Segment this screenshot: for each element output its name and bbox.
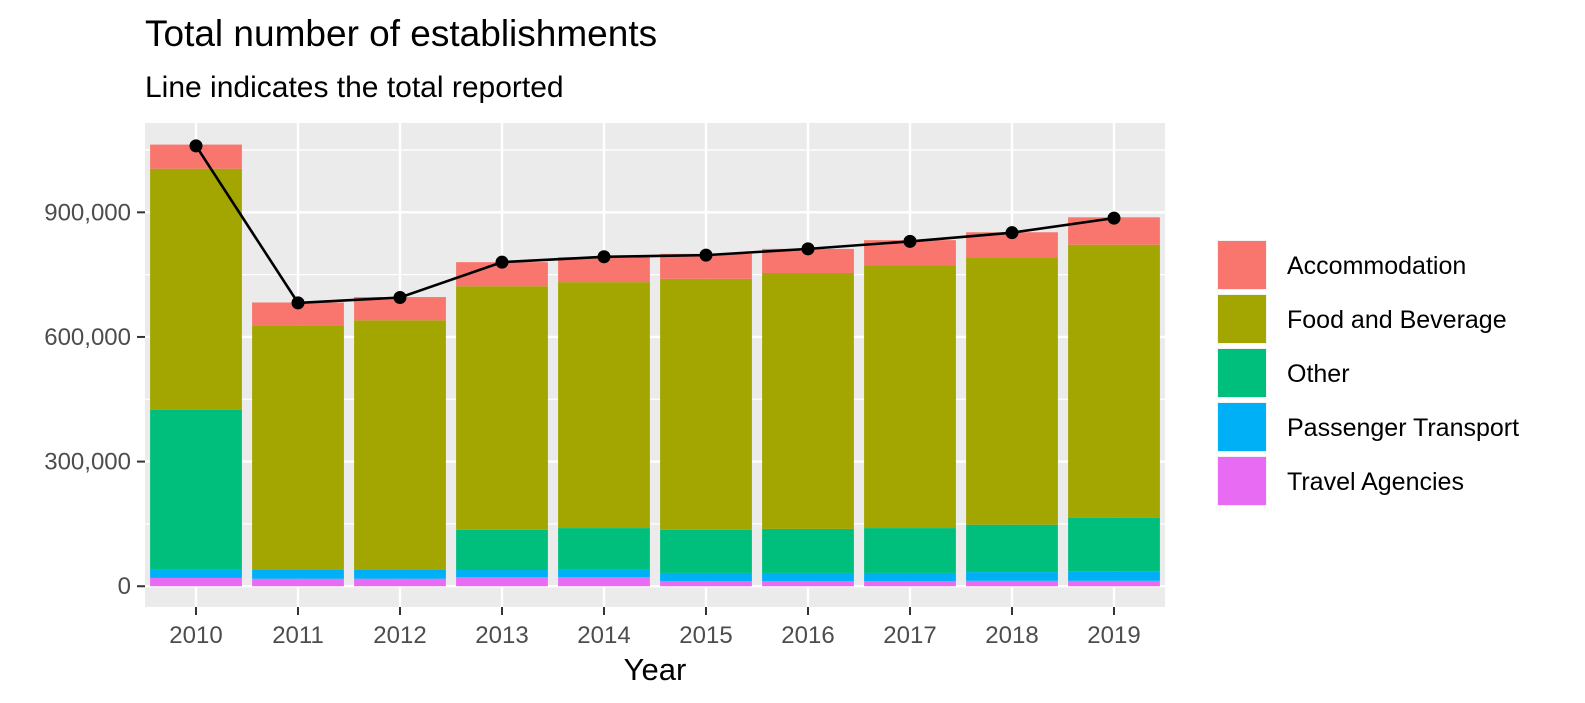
y-tick-label: 900,000 [44, 199, 131, 226]
total-point-2011 [291, 296, 305, 310]
chart-subtitle: Line indicates the total reported [145, 71, 564, 104]
bar-2012-passenger-transport [354, 569, 446, 579]
bar-2013-travel-agencies [456, 577, 548, 587]
x-tick-label: 2012 [373, 622, 426, 649]
total-line [194, 145, 1115, 305]
bar-2017-other [864, 528, 956, 573]
bar-2019-passenger-transport [1068, 571, 1160, 581]
bar-2014-other [558, 528, 650, 570]
x-tick-label: 2016 [781, 622, 834, 649]
chart-title: Total number of establishments [145, 13, 657, 54]
legend-swatch-food-and-beverage [1218, 295, 1266, 343]
total-point-2014 [597, 250, 611, 264]
y-tick-label: 0 [118, 573, 131, 600]
bar-2018-passenger-transport [966, 572, 1058, 581]
legend-label: Accommodation [1287, 252, 1466, 280]
total-line-layer [189, 139, 1121, 310]
legend-swatch-travel-agencies [1218, 457, 1266, 505]
total-point-2019 [1107, 211, 1121, 225]
x-tick-label: 2017 [883, 622, 936, 649]
x-tick-label: 2010 [169, 622, 222, 649]
legend-swatch-other [1218, 349, 1266, 397]
bar-2011-passenger-transport [252, 569, 344, 579]
x-tick-label: 2011 [272, 622, 324, 649]
legend-swatch-passenger-transport [1218, 403, 1266, 451]
bar-2018-food-and-beverage [966, 258, 1058, 525]
legend-label: Food and Beverage [1287, 306, 1507, 334]
x-tick-label: 2013 [475, 622, 528, 649]
total-point-2016 [801, 242, 815, 256]
total-point-2010 [189, 139, 203, 153]
y-axis: 0 300,000 600,000 900,000 [44, 199, 145, 600]
x-tick-label: 2018 [985, 622, 1038, 649]
bar-2015-other [660, 529, 752, 573]
bar-2013-other [456, 529, 548, 571]
bar-2019-food-and-beverage [1068, 244, 1160, 518]
bar-2016-passenger-transport [762, 572, 854, 582]
bar-2015-food-and-beverage [660, 278, 752, 530]
total-point-2015 [699, 248, 713, 262]
bar-2010-other [150, 409, 242, 570]
bar-2019-other [1068, 517, 1160, 572]
bar-2016-travel-agencies [762, 581, 854, 587]
total-point-2012 [393, 290, 407, 304]
x-tick-label: 2015 [679, 622, 732, 649]
bar-2018-travel-agencies [966, 580, 1058, 587]
total-point-2013 [495, 255, 509, 269]
bar-2014-passenger-transport [558, 569, 650, 578]
bar-2011-food-and-beverage [252, 325, 344, 570]
bar-2010-passenger-transport [150, 569, 242, 578]
total-point-2018 [1005, 226, 1019, 240]
bar-2012-food-and-beverage [354, 320, 446, 570]
legend: Accommodation Food and Beverage Other Passe… [1217, 240, 1519, 506]
bar-2015-travel-agencies [660, 581, 752, 587]
y-tick-label: 300,000 [44, 449, 131, 476]
total-point-2017 [903, 234, 917, 248]
bar-2017-passenger-transport [864, 572, 956, 582]
bar-2012-accommodation [354, 297, 446, 321]
bar-2016-other [762, 528, 854, 573]
legend-swatch-accommodation [1218, 241, 1266, 289]
x-tick-label: 2019 [1087, 622, 1140, 649]
bar-2014-travel-agencies [558, 577, 650, 587]
x-axis-title: Year [624, 652, 687, 687]
x-tick-label: 2014 [577, 622, 630, 649]
bar-2016-food-and-beverage [762, 272, 854, 529]
x-axis: 2010 2011 2012 2013 2014 2015 2016 2017 2018 2019 [169, 607, 1141, 649]
bar-2013-food-and-beverage [456, 286, 548, 530]
bar-2011-accommodation [252, 302, 344, 326]
bar-2014-food-and-beverage [558, 282, 650, 529]
bars [150, 144, 1160, 587]
bar-2015-passenger-transport [660, 572, 752, 582]
legend-label: Other [1287, 360, 1350, 388]
bar-2018-other [966, 524, 1058, 573]
bar-2017-travel-agencies [864, 581, 956, 587]
legend-label: Passenger Transport [1287, 414, 1519, 442]
bar-2010-travel-agencies [150, 577, 242, 587]
bar-2019-travel-agencies [1068, 580, 1160, 587]
bar-2011-travel-agencies [252, 578, 344, 587]
bar-2013-passenger-transport [456, 570, 548, 578]
legend-label: Travel Agencies [1287, 468, 1464, 496]
bar-2017-food-and-beverage [864, 265, 956, 529]
y-tick-label: 600,000 [44, 324, 131, 351]
bar-2012-travel-agencies [354, 578, 446, 587]
bar-2010-food-and-beverage [150, 168, 242, 410]
